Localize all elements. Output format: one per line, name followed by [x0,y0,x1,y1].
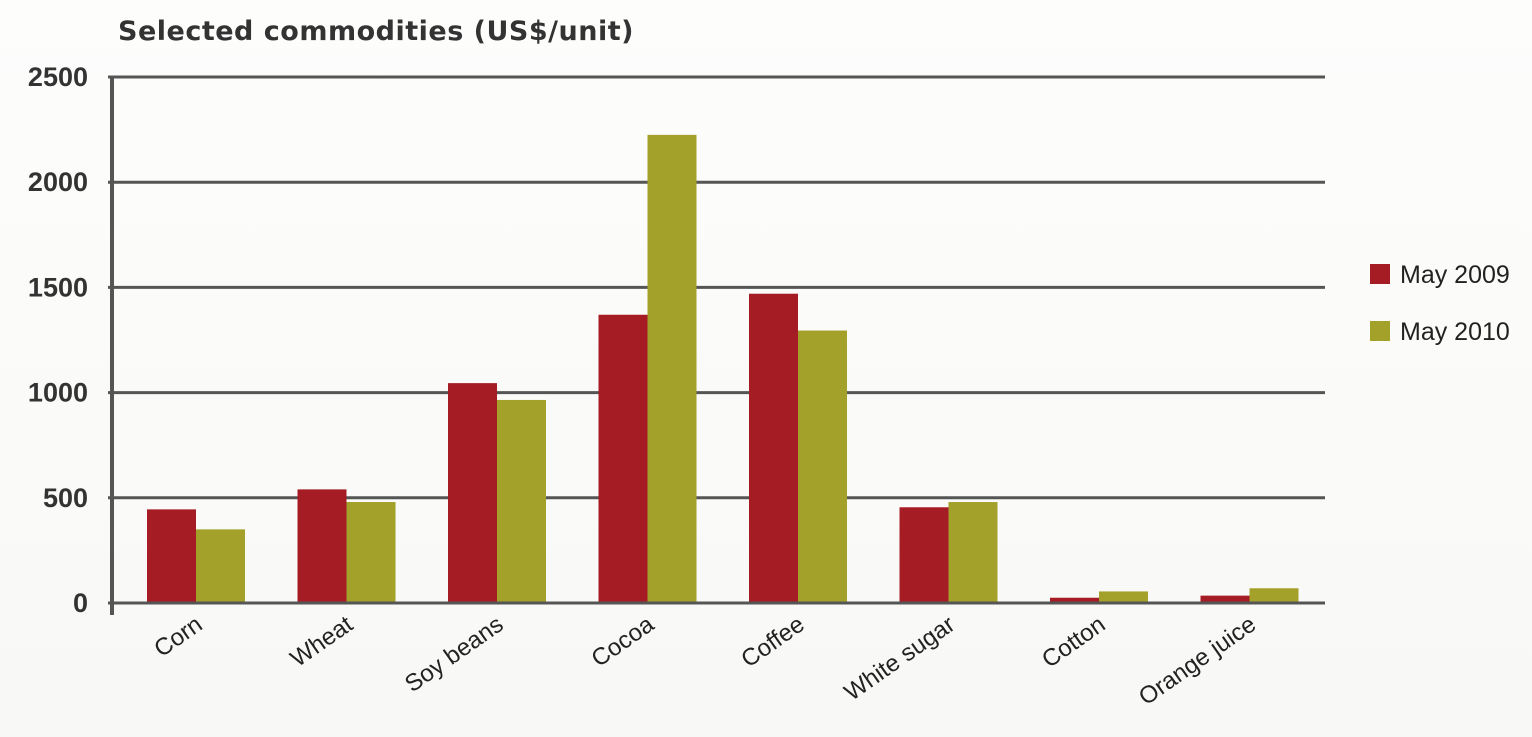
bar-series-1 [598,314,648,603]
y-tick-label: 1500 [28,272,88,302]
bar-series-1 [297,489,347,603]
x-tick-label: Soy beans [400,611,508,698]
legend-label: May 2009 [1400,261,1510,289]
bar-series-2 [798,330,847,603]
bar-series-2 [196,529,245,603]
bar-series-2 [647,134,697,604]
x-tick-label: White sugar [840,611,960,707]
bar-series-2 [1249,588,1299,603]
y-tick-label: 500 [43,483,88,513]
bar-series-2 [497,399,546,603]
y-tick-label: 1000 [28,378,88,408]
bar-series-1 [1050,597,1099,603]
x-tick-label: Cocoa [587,610,660,672]
bar-series-2 [1099,591,1148,603]
bar-series-2 [948,502,998,603]
x-tick-label: Orange juice [1134,611,1261,711]
chart-title: Selected commodities (US$/unit) [118,16,634,47]
x-tick-label: Corn [149,611,207,663]
bar-series-1 [147,509,196,603]
y-tick-label: 0 [73,588,88,618]
bar-series-1 [448,383,497,603]
x-tick-label: Coffee [736,611,809,673]
y-tick-label: 2500 [28,62,88,92]
legend-swatch [1370,321,1390,341]
bar-series-1 [899,507,949,603]
y-tick-label: 2000 [28,167,88,197]
bar-series-2 [346,502,396,603]
x-tick-label: Cotton [1037,611,1110,674]
legend-swatch [1370,264,1390,284]
bar-series-1 [1200,595,1250,603]
x-tick-label: Wheat [286,611,359,673]
bar-series-1 [749,293,798,603]
legend-label: May 2010 [1400,318,1510,346]
